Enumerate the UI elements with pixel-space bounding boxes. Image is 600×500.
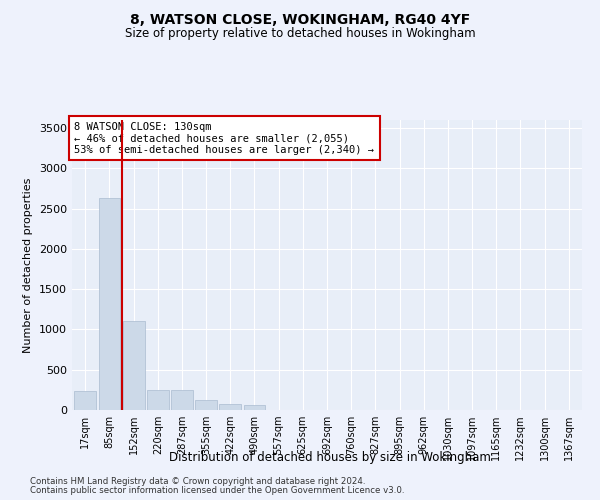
Text: 8, WATSON CLOSE, WOKINGHAM, RG40 4YF: 8, WATSON CLOSE, WOKINGHAM, RG40 4YF — [130, 12, 470, 26]
Bar — [171, 390, 193, 410]
Text: 8 WATSON CLOSE: 130sqm
← 46% of detached houses are smaller (2,055)
53% of semi-: 8 WATSON CLOSE: 130sqm ← 46% of detached… — [74, 122, 374, 155]
Bar — [220, 404, 241, 410]
Text: Contains public sector information licensed under the Open Government Licence v3: Contains public sector information licen… — [30, 486, 404, 495]
Bar — [98, 198, 121, 410]
Text: Size of property relative to detached houses in Wokingham: Size of property relative to detached ho… — [125, 28, 475, 40]
Bar — [123, 320, 145, 410]
Bar — [147, 390, 169, 410]
Text: Distribution of detached houses by size in Wokingham: Distribution of detached houses by size … — [169, 451, 491, 464]
Bar — [195, 400, 217, 410]
Text: Contains HM Land Registry data © Crown copyright and database right 2024.: Contains HM Land Registry data © Crown c… — [30, 477, 365, 486]
Bar — [74, 392, 96, 410]
Y-axis label: Number of detached properties: Number of detached properties — [23, 178, 34, 352]
Bar — [244, 405, 265, 410]
